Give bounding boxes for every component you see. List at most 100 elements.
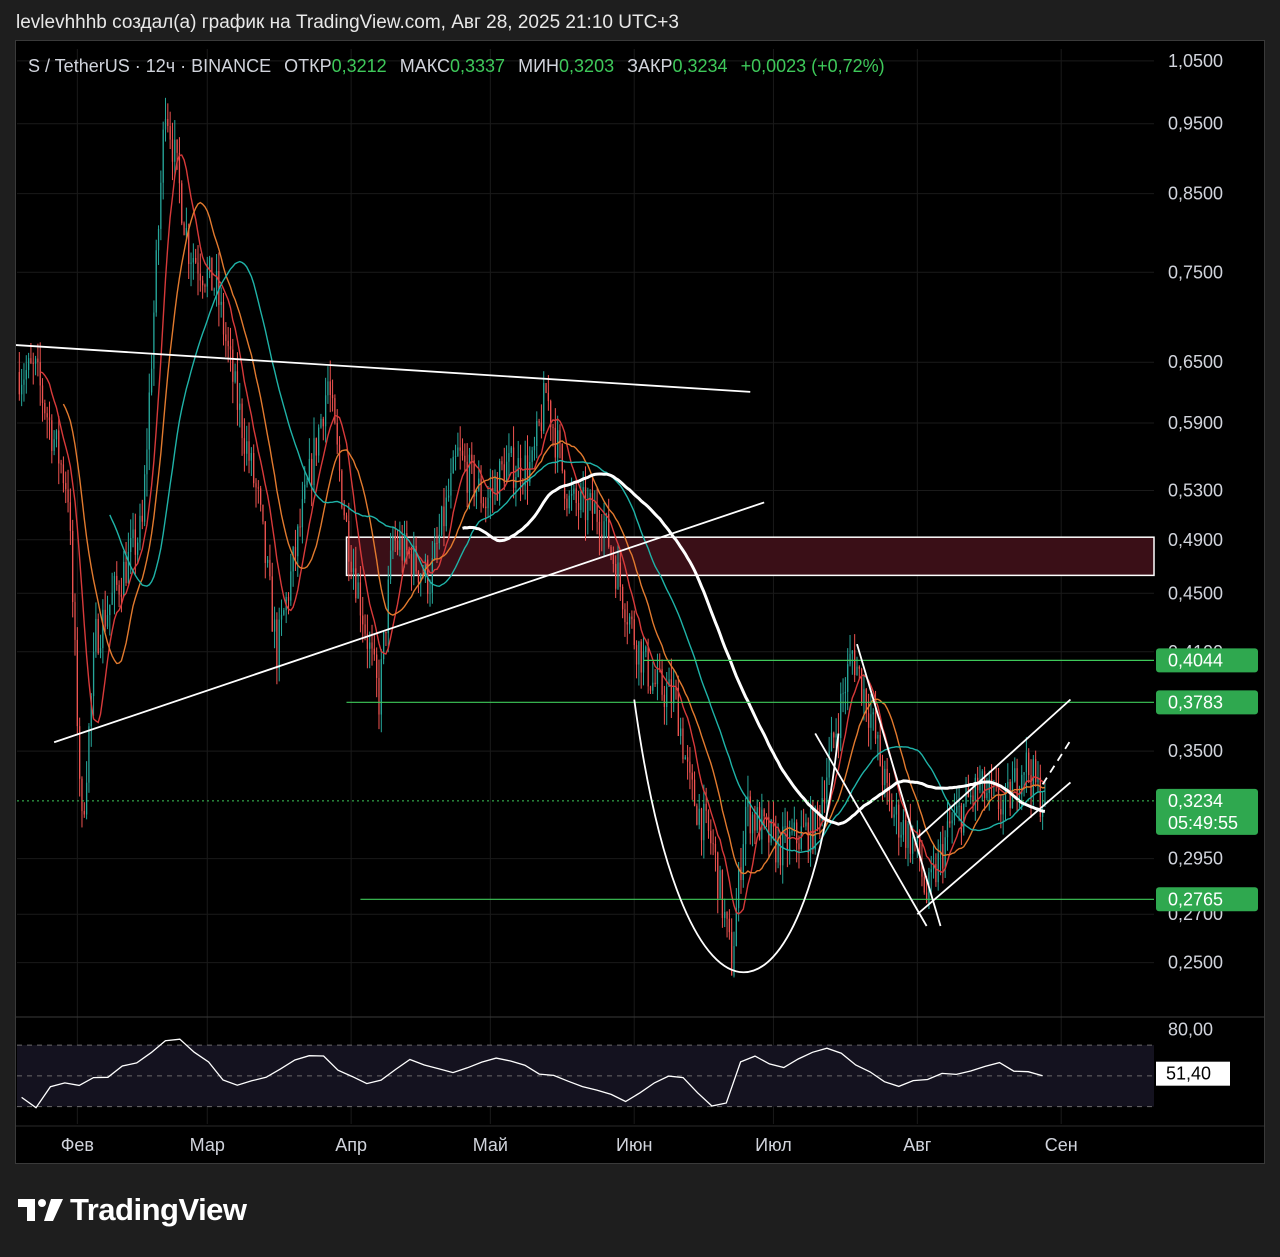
candle-body <box>150 368 153 393</box>
candle-body <box>647 646 649 687</box>
close-value: 0,3234 <box>672 56 728 76</box>
candle-body <box>322 418 324 427</box>
candle <box>234 363 236 384</box>
candle <box>155 239 157 317</box>
candle-body <box>336 423 338 445</box>
price-tick-label: 0,8500 <box>1168 184 1223 204</box>
candle <box>341 469 343 510</box>
candle-body <box>505 461 508 484</box>
candle <box>369 631 371 669</box>
candle <box>137 537 139 564</box>
candle <box>148 373 150 471</box>
candle <box>55 429 58 448</box>
candle <box>733 931 735 978</box>
candle-body <box>656 668 659 685</box>
rsi-pane: 80,00 51,40 <box>16 1016 1264 1109</box>
candle-body <box>222 301 225 335</box>
candle <box>707 809 710 839</box>
candle-body <box>290 571 292 601</box>
falling-wedge-line <box>856 643 942 927</box>
candle <box>793 806 795 837</box>
candle <box>796 819 798 863</box>
candle-body <box>529 461 531 483</box>
candle-body <box>41 385 44 403</box>
candle-body <box>833 732 835 738</box>
candle-body <box>260 488 262 505</box>
candle-body <box>373 648 375 655</box>
candle <box>287 592 290 615</box>
candle-body <box>76 639 78 727</box>
candle-body <box>510 447 512 454</box>
candle-body <box>805 822 807 827</box>
candle <box>392 526 394 560</box>
candle-body <box>619 562 621 587</box>
candle <box>543 371 545 434</box>
candle <box>642 637 645 686</box>
candle-body <box>791 831 793 833</box>
candle-body <box>366 633 369 649</box>
candle <box>768 800 770 858</box>
candle-body <box>786 826 789 851</box>
candle-body <box>559 430 561 444</box>
candle <box>99 634 102 659</box>
candle-body <box>682 728 684 760</box>
candle-body <box>768 817 770 843</box>
candle <box>399 521 401 557</box>
candle <box>503 447 505 490</box>
candle-body <box>69 502 72 531</box>
candle <box>872 708 874 731</box>
candle-body <box>635 645 638 665</box>
candle-body <box>670 679 672 704</box>
candle-body <box>51 420 53 451</box>
candle <box>916 820 918 858</box>
symbol-name[interactable]: S / TetherUS · 12ч · BINANCE <box>28 56 272 76</box>
candle <box>322 416 324 441</box>
candle-body <box>39 362 41 386</box>
candle-body <box>902 820 905 835</box>
candle-body <box>195 257 197 263</box>
resistance-zone <box>345 536 1155 577</box>
candle <box>946 799 949 851</box>
candle-body <box>443 506 445 527</box>
candle <box>849 635 851 667</box>
change-value: +0,0023 (+0,72%) <box>740 56 885 76</box>
candle-body <box>543 382 545 432</box>
candle-body <box>886 768 888 783</box>
candle-body <box>828 751 830 778</box>
candle-body <box>696 805 698 825</box>
candle-body <box>88 726 90 783</box>
candle-body <box>905 820 907 848</box>
candle <box>1014 757 1016 783</box>
chart-canvas[interactable]: 1,0500 0,9500 0,8500 0,7500 0,6500 0,5900 0,53… <box>16 41 1264 1163</box>
candle-body <box>457 447 459 456</box>
candle <box>53 430 55 456</box>
candle <box>320 413 322 429</box>
candle-body <box>206 268 208 287</box>
candle <box>712 829 714 856</box>
candle-body <box>329 381 331 396</box>
candle-body <box>710 830 712 844</box>
chart-area[interactable]: 1,0500 0,9500 0,8500 0,7500 0,6500 0,5900 0,53… <box>15 40 1265 1164</box>
candle <box>538 418 540 427</box>
tradingview-logo[interactable]: TradingView <box>18 1192 247 1228</box>
candle <box>39 342 41 406</box>
candle-body <box>789 831 791 851</box>
candle <box>496 472 498 502</box>
candle-body <box>919 830 921 862</box>
candle-body <box>610 546 612 554</box>
candle-body <box>208 257 211 269</box>
candle-body <box>554 427 556 458</box>
candle <box>501 456 503 471</box>
candle-body <box>573 488 575 494</box>
candle <box>299 508 301 537</box>
candle-body <box>728 918 731 933</box>
candle-body <box>90 696 92 727</box>
candle <box>573 484 575 500</box>
high-value: 0,3337 <box>450 56 506 76</box>
rsi-tick-label: 80,00 <box>1168 1020 1213 1040</box>
candle <box>487 485 489 518</box>
candle <box>239 382 241 428</box>
candle-body <box>348 520 350 562</box>
price-tick-label: 0,5300 <box>1168 480 1223 500</box>
candle <box>895 792 898 835</box>
